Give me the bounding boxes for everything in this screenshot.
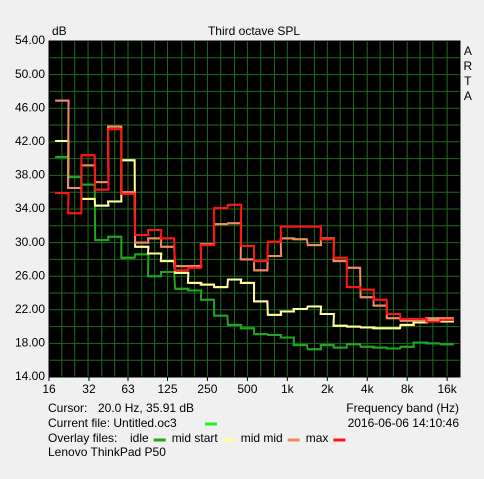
y-tick-label: 22.00 <box>15 302 45 316</box>
y-tick-label: 42.00 <box>15 134 45 148</box>
legend-label: max <box>306 431 329 445</box>
x-tick-label: 63 <box>121 382 135 396</box>
x-tick-label: 1k <box>281 382 295 396</box>
y-tick-label: 30.00 <box>15 235 45 249</box>
x-tick-label: 500 <box>237 382 257 396</box>
legend-label: mid start <box>172 431 219 445</box>
legend-label: mid mid <box>241 431 283 445</box>
cursor-value: 20.0 Hz, 35.91 dB <box>98 401 194 415</box>
y-tick-label: 26.00 <box>15 268 45 282</box>
step-connector <box>55 128 454 323</box>
chart-title: Third octave SPL <box>208 24 300 38</box>
y-axis-label: dB <box>52 24 67 38</box>
overlay-label: Overlay files: <box>48 431 117 445</box>
x-tick-label: 8k <box>401 382 415 396</box>
cursor-label: Cursor: <box>48 401 87 415</box>
y-tick-label: 38.00 <box>15 168 45 182</box>
current-file: Current file: Untitled.oc3 <box>48 416 177 430</box>
legend-label: idle <box>130 431 149 445</box>
x-tick-label: 250 <box>197 382 217 396</box>
y-tick-label: 54.00 <box>15 33 45 47</box>
x-tick-label: 125 <box>157 382 177 396</box>
y-tick-label: 34.00 <box>15 201 45 215</box>
step-connector <box>55 155 454 351</box>
y-tick-label: 18.00 <box>15 336 45 350</box>
x-axis-label: Frequency band (Hz) <box>346 401 459 415</box>
x-tick-label: 4k <box>361 382 375 396</box>
plot-frame <box>48 40 461 378</box>
device-name: Lenovo ThinkPad P50 <box>48 445 166 459</box>
x-tick-label: 2k <box>321 382 335 396</box>
y-tick-label: 14.00 <box>15 369 45 383</box>
y-tick-label: 46.00 <box>15 100 45 114</box>
side-label: ARTA <box>461 44 475 104</box>
timestamp: 2016-06-06 14:10:46 <box>348 416 460 430</box>
y-tick-label: 50.00 <box>15 67 45 81</box>
x-tick-label: 16 <box>42 382 56 396</box>
x-tick-label: 16k <box>437 382 457 396</box>
x-tick-label: 32 <box>82 382 96 396</box>
